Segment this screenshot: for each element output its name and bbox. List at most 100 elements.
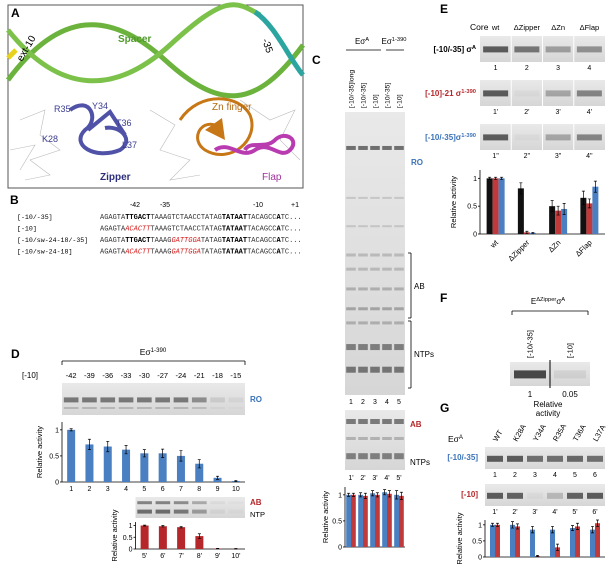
sequence-segment: A xyxy=(276,214,281,222)
structure-image xyxy=(5,2,306,189)
x-tick-label: 4 xyxy=(124,486,128,493)
sequence: AGAGTAACACTTTAAAGTCTAACCTATAGTATAATTACAG… xyxy=(100,226,302,234)
sequence-segment: AGAGTA xyxy=(100,237,126,245)
lane-label: [-10/-35]long xyxy=(349,70,356,108)
gel-band xyxy=(382,225,392,228)
sequence-segment: TATAAT xyxy=(222,237,247,245)
error-bar xyxy=(124,445,128,455)
gel-band xyxy=(173,397,189,403)
y-tick-label: 0 xyxy=(338,545,342,552)
bar xyxy=(351,494,356,547)
lane-number: 2 xyxy=(525,65,529,72)
bar xyxy=(382,492,387,547)
lane-number: 5 xyxy=(397,399,401,406)
gel-band xyxy=(210,397,225,403)
y-tick-label: 0 xyxy=(55,480,59,487)
bar xyxy=(394,494,399,547)
row-label: [-10/sw-24-18] xyxy=(17,249,72,256)
gel-band xyxy=(545,90,571,97)
gel-band xyxy=(587,492,603,499)
error-bar xyxy=(387,490,391,498)
error-bar xyxy=(359,492,363,498)
y-axis-label: Relative activity xyxy=(321,491,330,543)
y-tick-label: 1 xyxy=(478,522,482,529)
lane-number: 5' xyxy=(572,509,577,516)
gel-band xyxy=(394,267,404,271)
label-part: σ xyxy=(556,297,561,306)
position-label: -15 xyxy=(230,371,241,380)
sequence-segment: GATTGGA xyxy=(171,249,200,257)
label: Eσ1-390 xyxy=(140,347,167,357)
gel-band xyxy=(155,501,171,505)
gel-band xyxy=(382,437,392,440)
sequence-segment: GATTGGA xyxy=(171,237,200,245)
gel-band xyxy=(382,366,392,373)
bar xyxy=(561,208,568,234)
gel-band xyxy=(346,196,356,199)
x-tick-label: 7 xyxy=(179,486,183,493)
error-bar xyxy=(591,526,594,534)
y-axis-label: Relative activity xyxy=(35,426,44,478)
bar xyxy=(158,453,167,482)
bar xyxy=(517,188,524,234)
lane-number: 3 xyxy=(373,399,377,406)
error-bar xyxy=(531,526,534,534)
x-tick-label: 5 xyxy=(142,486,146,493)
error-bar xyxy=(536,555,539,558)
y-tick-label: 0 xyxy=(478,555,482,562)
y-axis-label: Relative activity xyxy=(455,512,464,564)
label-part: A xyxy=(472,45,476,51)
error-bar xyxy=(525,230,529,234)
error-bar xyxy=(593,180,597,193)
x-tick-label: 7' xyxy=(179,553,184,560)
lane-number: 2 xyxy=(513,472,517,479)
bar xyxy=(586,203,593,234)
x-tick-label: 6' xyxy=(160,553,165,560)
gel-band xyxy=(137,501,152,505)
gel-band xyxy=(483,46,509,53)
bar xyxy=(177,527,186,549)
sequence-segment: TAAAGTCTAACCTATAG xyxy=(150,214,221,222)
position-label: -42 xyxy=(130,202,140,209)
sequence: AGAGTATTGACTTAAAGTCTAACCTATAGTATAATTACAG… xyxy=(100,214,302,222)
mutant-label: T36A xyxy=(571,423,588,443)
error-bar xyxy=(142,449,146,458)
error-bar xyxy=(399,491,403,500)
gel-band xyxy=(358,225,368,228)
bar xyxy=(195,463,204,482)
bar xyxy=(580,197,587,234)
x-tick-label: ΔZipper xyxy=(506,238,531,263)
bar xyxy=(158,526,167,549)
lane-number: 3'' xyxy=(555,153,562,160)
row-label: [-10/-35] xyxy=(447,453,478,462)
label-part: A xyxy=(561,297,565,303)
lane-number: 1 xyxy=(494,65,498,72)
y-tick-label: 0.5 xyxy=(332,518,342,525)
sequence-segment: TAAAG xyxy=(150,237,171,245)
gel-band xyxy=(382,321,392,325)
lane-number: 5 xyxy=(573,472,577,479)
gel-band xyxy=(487,492,503,499)
x-tick-label: 3' xyxy=(372,475,377,482)
label: AB xyxy=(414,282,425,291)
label: activity xyxy=(536,409,560,418)
y-tick-label: 0.5 xyxy=(472,538,482,545)
x-tick-label: wt xyxy=(488,237,501,250)
bar xyxy=(375,494,380,547)
error-bar xyxy=(494,176,498,180)
position-label: -42 xyxy=(66,371,77,380)
gel-band xyxy=(382,344,392,351)
y-tick-label: 1 xyxy=(473,176,477,183)
gel-band xyxy=(137,509,152,514)
bar xyxy=(575,526,580,557)
gel-band xyxy=(370,344,380,351)
error-bar xyxy=(143,524,147,527)
error-bar xyxy=(571,525,574,531)
position-label: -18 xyxy=(212,371,223,380)
sequence-segment: ACACTT xyxy=(124,226,151,234)
bar xyxy=(85,444,94,482)
gel-band xyxy=(358,366,368,373)
bar xyxy=(213,477,222,482)
bar xyxy=(595,523,600,557)
gel-band xyxy=(514,370,546,379)
